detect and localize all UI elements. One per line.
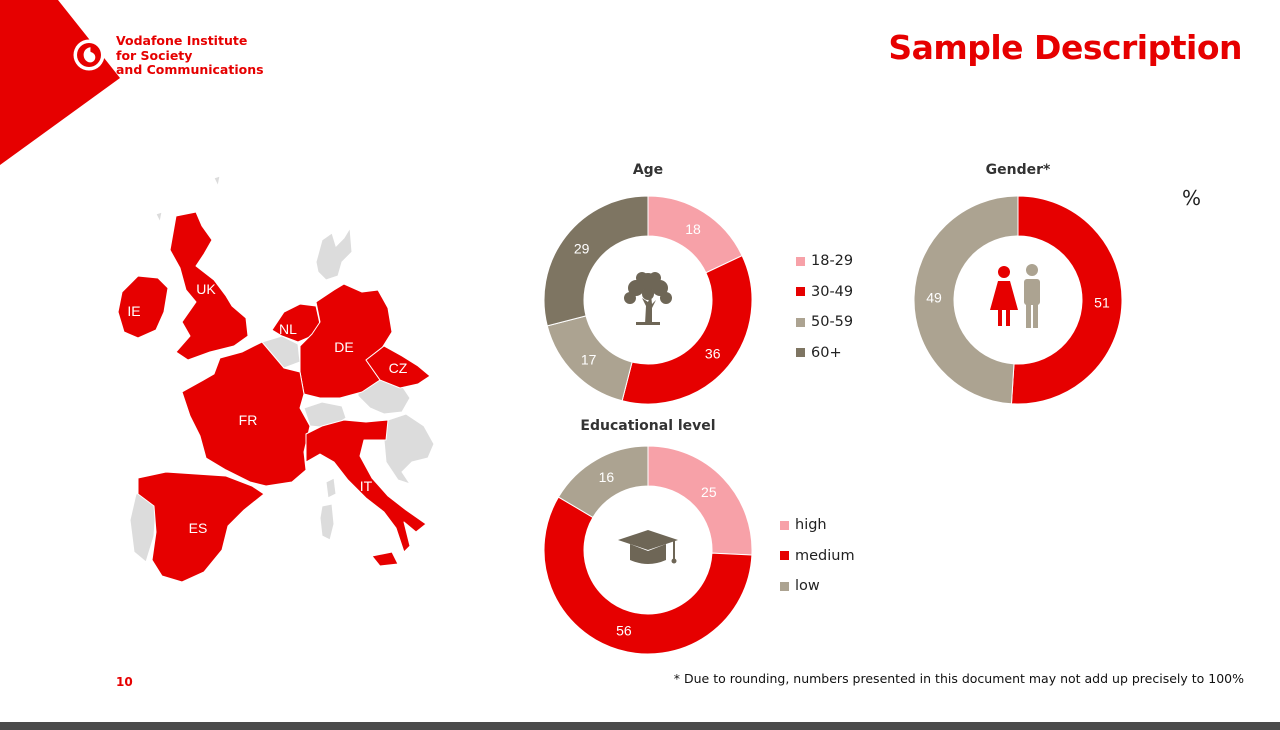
gender-value-label: 51 — [1094, 295, 1110, 311]
age-slice — [621, 255, 753, 405]
map-france — [181, 341, 311, 487]
age-legend: 18-29 30-49 50-59 60+ — [796, 246, 853, 368]
age-legend-item: 18-29 — [796, 246, 853, 277]
tree-icon — [624, 272, 672, 325]
map-spain — [137, 471, 265, 583]
education-value-label: 25 — [701, 484, 717, 500]
map-label-fr: FR — [239, 412, 258, 428]
map-label-nl: NL — [279, 321, 297, 337]
map-label-ie: IE — [127, 303, 140, 319]
age-legend-swatch — [796, 256, 805, 266]
gender-slice — [1010, 195, 1123, 405]
age-legend-label: 18-29 — [811, 253, 854, 270]
age-legend-item: 30-49 — [796, 277, 853, 308]
age-legend-label: 50-59 — [811, 314, 854, 331]
map-italy — [305, 419, 427, 553]
europe-map: IE UK NL DE CZ FR ES IT — [117, 175, 435, 583]
education-legend-item: high — [780, 510, 855, 541]
map-iceland-bit — [213, 175, 221, 188]
map-shetland — [155, 211, 163, 224]
vodafone-logo-icon — [73, 39, 105, 71]
map-balkans — [383, 413, 435, 485]
age-slice — [543, 195, 649, 327]
age-chart-title: Age — [632, 162, 664, 178]
age-legend-label: 60+ — [811, 344, 842, 361]
age-legend-swatch — [796, 348, 805, 358]
age-value-label: 29 — [574, 241, 590, 257]
graduation-cap-icon — [618, 530, 678, 564]
map-ireland — [117, 275, 169, 339]
map-sardinia — [319, 503, 335, 541]
map-label-it: IT — [360, 478, 373, 494]
map-label-cz: CZ — [389, 360, 408, 376]
age-legend-label: 30-49 — [811, 283, 854, 300]
map-label-de: DE — [334, 339, 353, 355]
education-legend-label: medium — [795, 547, 855, 564]
page-number: 10 — [116, 675, 133, 689]
education-slice — [543, 496, 753, 655]
institute-name-line-3: and Communications — [116, 62, 264, 77]
age-value-label: 17 — [581, 351, 597, 367]
gender-chart-title: Gender* — [985, 162, 1051, 178]
education-legend-label: low — [795, 578, 820, 595]
people-icon — [990, 264, 1040, 328]
education-value-label: 56 — [616, 622, 632, 638]
age-legend-swatch — [796, 317, 805, 327]
age-donut-chart: 18 36 17 29 — [543, 195, 753, 405]
education-legend-swatch — [780, 551, 789, 561]
education-legend-item: medium — [780, 541, 855, 572]
gender-donut-chart: 51 49 — [913, 195, 1123, 405]
education-chart-title: Educational level — [580, 418, 716, 434]
footnote: * Due to rounding, numbers presented in … — [673, 671, 1244, 686]
map-label-es: ES — [189, 520, 208, 536]
map-sicily — [371, 551, 399, 567]
education-legend-label: high — [795, 517, 827, 534]
gender-value-label: 49 — [926, 289, 942, 305]
education-slice — [557, 445, 649, 519]
map-norway-partial — [315, 226, 353, 281]
education-donut-chart: 25 56 16 — [543, 445, 753, 655]
education-value-label: 16 — [599, 469, 615, 485]
map-label-uk: UK — [196, 281, 216, 297]
page-title: Sample Description — [888, 28, 1242, 67]
bottom-bar — [0, 722, 1280, 730]
age-legend-item: 60+ — [796, 338, 853, 369]
education-legend-swatch — [780, 581, 789, 591]
age-value-label: 36 — [705, 346, 721, 362]
map-uk — [169, 211, 249, 361]
age-legend-item: 50-59 — [796, 307, 853, 338]
institute-name-line-2: for Society — [116, 47, 193, 63]
map-czech — [365, 345, 431, 389]
education-legend-swatch — [780, 520, 789, 530]
gender-slice — [913, 195, 1019, 405]
age-legend-swatch — [796, 287, 805, 297]
institute-name-line-1: Vodafone Institute — [116, 33, 248, 48]
age-value-label: 18 — [685, 221, 701, 237]
institute-name: Vodafone Institute for Society and Commu… — [116, 33, 264, 78]
education-legend: high medium low — [780, 510, 855, 602]
unit-label: % — [1182, 186, 1202, 210]
map-corsica — [325, 477, 337, 499]
education-legend-item: low — [780, 571, 855, 602]
